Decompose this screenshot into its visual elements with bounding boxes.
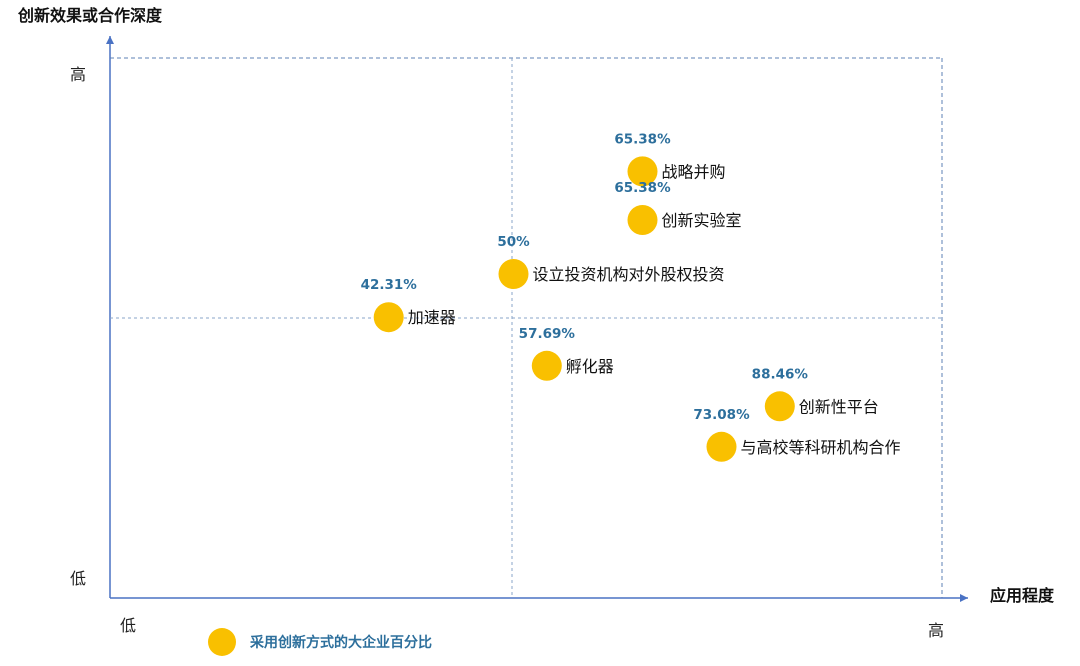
point-name-label: 与高校等科研机构合作 [741,438,901,457]
data-points: 65.38%战略并购65.38%创新实验室50%设立投资机构对外股权投资42.3… [361,131,901,462]
point-name-label: 加速器 [408,308,456,327]
data-point: 42.31% 加速器 [361,277,456,333]
legend-marker [208,628,236,656]
x-tick-low: 低 [120,616,136,635]
data-point: 65.38% 战略并购 [614,131,726,187]
y-tick-high: 高 [70,65,86,84]
legend-label: 采用创新方式的大企业百分比 [249,634,432,651]
legend: 采用创新方式的大企业百分比 [208,628,432,656]
point-percent-label: 42.31% [361,277,418,293]
point-name-label: 创新实验室 [662,211,742,230]
x-axis-title: 应用程度 [990,586,1055,605]
data-point: 88.46% 创新性平台 [752,366,879,422]
point-marker [373,302,404,333]
point-name-label: 孵化器 [566,357,614,376]
data-point: 50%设立投资机构对外股权投资 [497,234,725,289]
point-marker [627,205,658,235]
point-marker [498,259,529,289]
point-marker [706,431,737,462]
point-marker [764,391,795,422]
data-point: 73.08% 与高校等科研机构合作 [693,407,901,462]
point-marker [531,350,562,381]
x-tick-high: 高 [928,621,944,640]
point-percent-label: 88.46% [752,366,809,382]
point-percent-label: 73.08% [693,407,750,423]
point-percent-label: 57.69% [519,326,576,342]
data-point: 65.38% 创新实验室 [614,180,742,235]
point-name-label: 战略并购 [662,162,726,181]
point-name-label: 设立投资机构对外股权投资 [533,265,725,284]
data-point: 57.69% 孵化器 [519,326,614,381]
point-percent-label: 65.38% [614,180,671,196]
point-percent-label: 65.38% [614,131,671,147]
point-percent-label: 50% [497,234,530,250]
point-name-label: 创新性平台 [799,397,879,416]
point-marker [627,156,658,187]
y-axis-title: 创新效果或合作深度 [17,6,163,25]
y-tick-low: 低 [70,569,86,588]
